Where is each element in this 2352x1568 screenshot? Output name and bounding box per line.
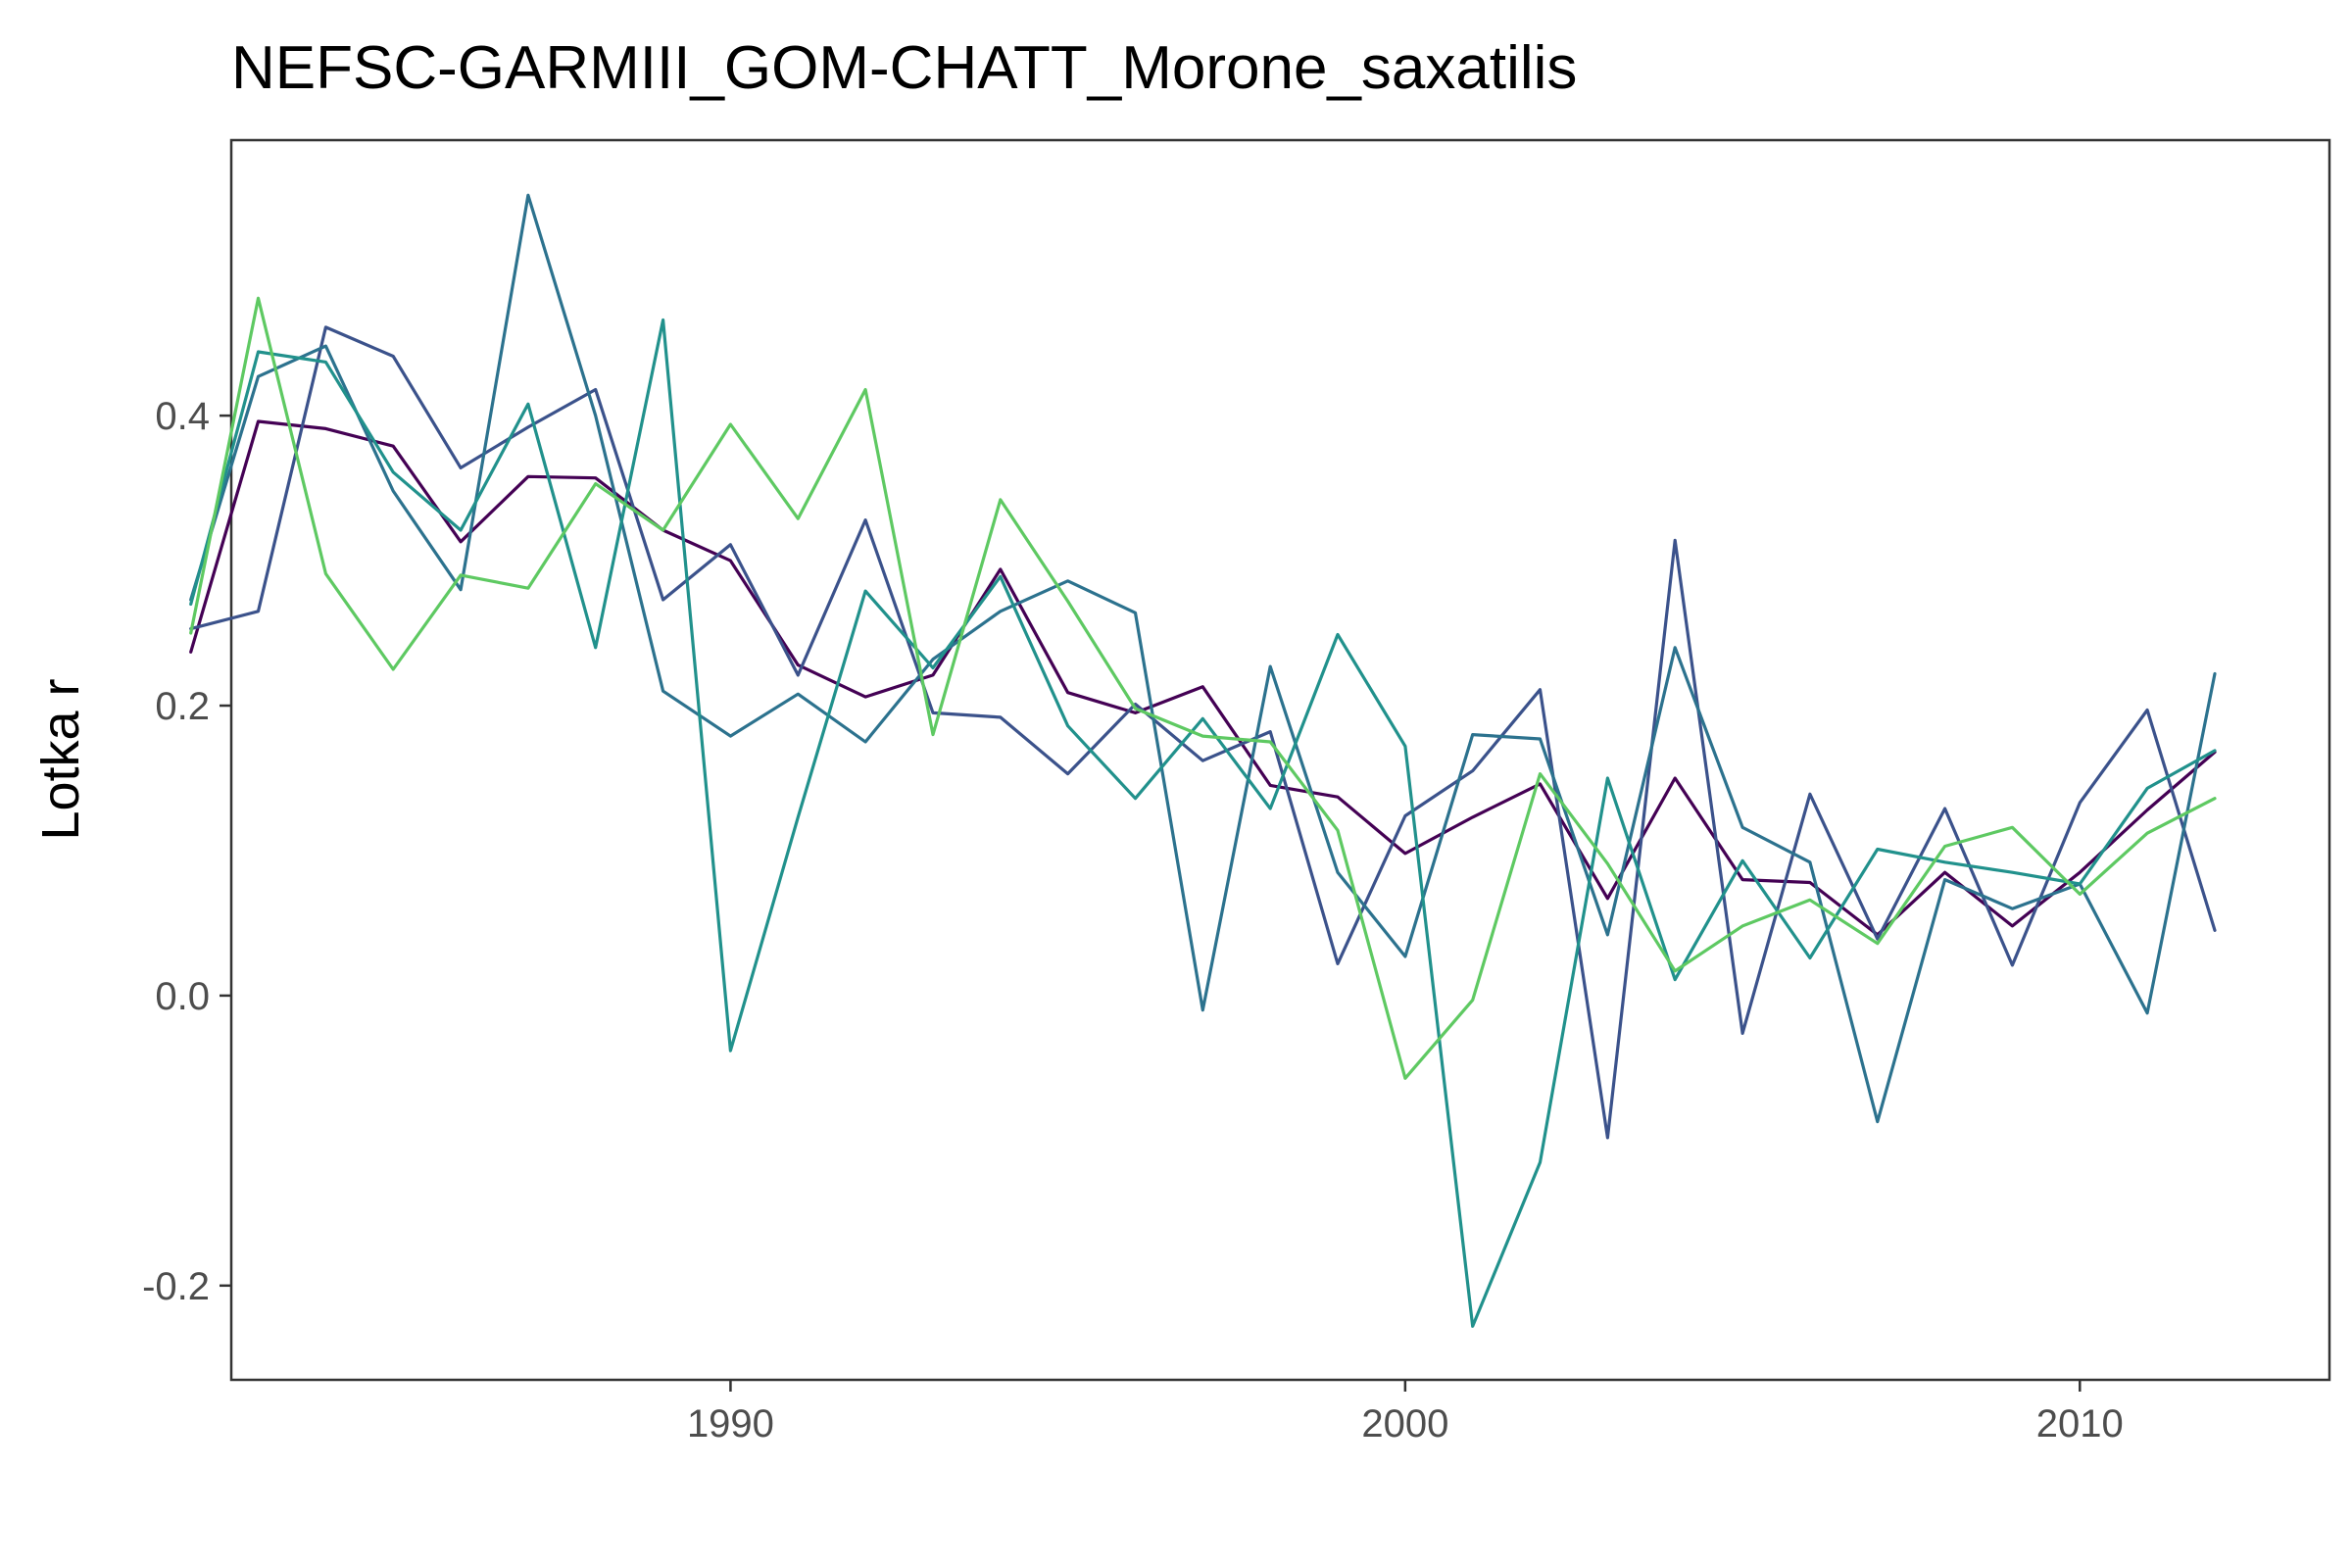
x-tick-label: 1990 — [687, 1402, 774, 1446]
plot-panel — [229, 138, 2331, 1382]
y-axis: -0.2 0.0 0.2 0.4 — [142, 395, 231, 1308]
x-axis: 1990 2000 2010 — [687, 1380, 2124, 1446]
series-line-4 — [189, 318, 2217, 1328]
y-tick-label: 0.0 — [155, 975, 210, 1018]
y-axis-label: Lotka r — [31, 678, 90, 840]
series-line-3 — [189, 193, 2217, 1124]
series-line-2 — [189, 325, 2217, 1140]
chart-title: NEFSC-GARMIII_GOM-CHATT_Morone_saxatilis — [231, 34, 1577, 102]
y-tick-label: 0.4 — [155, 395, 210, 438]
x-tick-label: 2000 — [1361, 1402, 1448, 1446]
x-tick-label: 2010 — [2036, 1402, 2124, 1446]
series-line-1 — [189, 419, 2217, 937]
series-line-5 — [189, 296, 2217, 1080]
y-tick-label: 0.2 — [155, 685, 210, 728]
series-layer — [189, 193, 2217, 1328]
y-tick-label: -0.2 — [142, 1265, 210, 1308]
